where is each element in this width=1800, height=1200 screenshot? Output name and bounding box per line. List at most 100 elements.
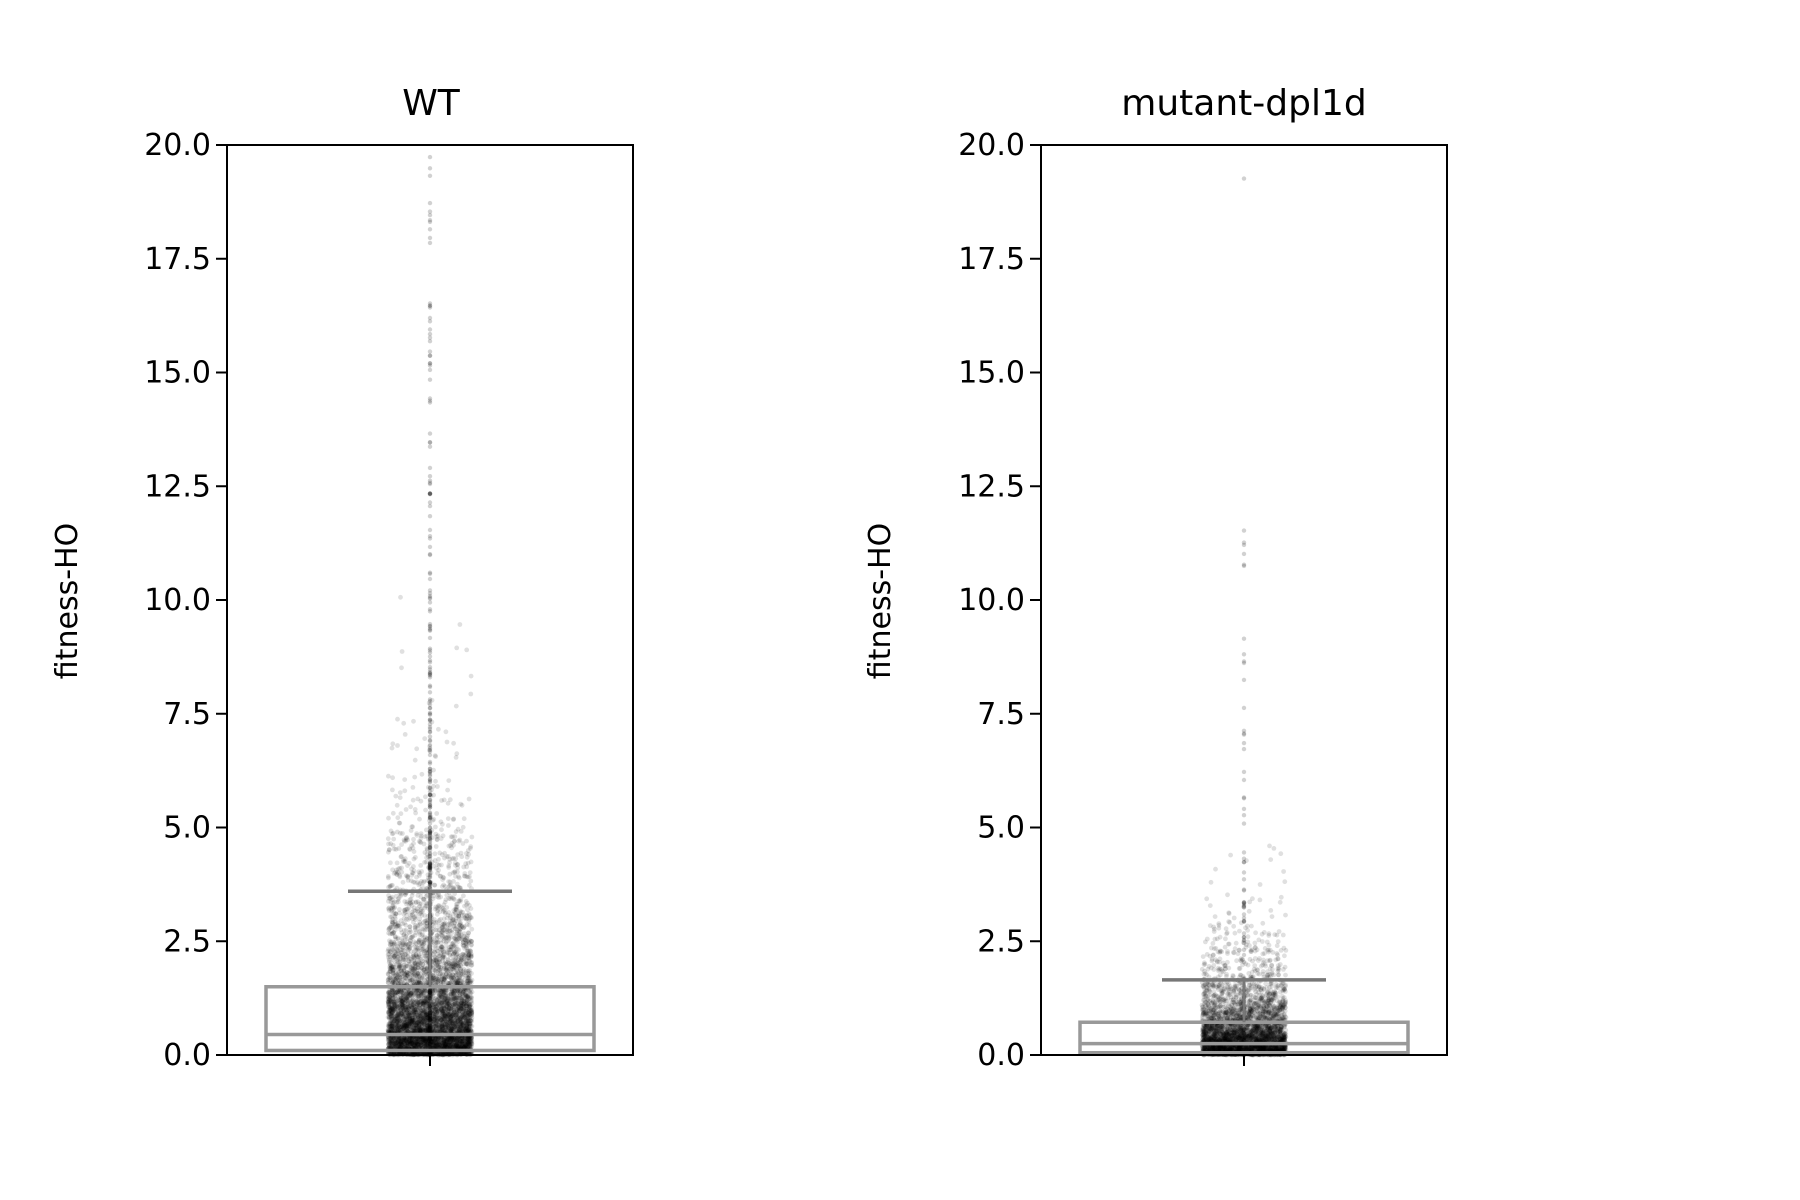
- data-point: [411, 836, 416, 842]
- data-point: [390, 775, 395, 781]
- y-tick-label: 0.0: [163, 1038, 211, 1073]
- data-point: [441, 1041, 447, 1047]
- data-point: [421, 1024, 427, 1030]
- data-point: [399, 842, 404, 847]
- data-point: [440, 909, 446, 914]
- data-point: [423, 1014, 429, 1020]
- data-point: [433, 1040, 439, 1046]
- data-point: [411, 955, 417, 961]
- data-point: [410, 990, 415, 996]
- data-point: [451, 1035, 456, 1041]
- data-point: [394, 860, 400, 866]
- data-point: [420, 1019, 426, 1025]
- data-point: [439, 827, 444, 833]
- data-point: [436, 726, 441, 732]
- data-point: [428, 1025, 433, 1031]
- data-point: [444, 1040, 449, 1045]
- data-point: [418, 999, 424, 1004]
- y-ticks: 0.02.55.07.510.012.515.017.520.0: [144, 128, 227, 1073]
- data-point: [441, 875, 447, 881]
- data-point: [452, 838, 457, 844]
- data-point: [401, 1000, 406, 1006]
- data-point: [426, 1038, 431, 1044]
- data-point: [404, 946, 410, 951]
- data-point: [386, 905, 392, 911]
- data-point: [411, 841, 416, 846]
- data-point: [408, 929, 414, 935]
- data-point: [397, 790, 403, 795]
- data-point: [445, 1013, 451, 1018]
- data-point: [468, 1013, 474, 1019]
- data-point: [394, 923, 400, 929]
- data-point: [428, 870, 434, 876]
- data-point: [457, 990, 463, 996]
- data-point: [464, 1000, 470, 1006]
- data-point: [435, 1016, 441, 1022]
- data-point: [416, 930, 422, 935]
- data-point: [434, 837, 440, 843]
- data-point: [415, 923, 421, 929]
- data-point: [461, 1041, 466, 1047]
- data-point: [414, 746, 420, 752]
- data-point: [386, 1009, 391, 1014]
- data-point: [439, 1016, 445, 1021]
- data-point: [401, 907, 407, 913]
- data-point: [408, 828, 414, 833]
- data-point: [459, 1020, 464, 1025]
- data-point: [421, 1021, 427, 1027]
- data-point: [439, 1013, 444, 1019]
- data-point: [430, 1039, 435, 1044]
- data-point: [425, 1022, 431, 1028]
- data-point: [405, 906, 411, 912]
- data-point: [411, 718, 416, 724]
- data-point: [460, 1044, 465, 1050]
- data-point: [418, 863, 424, 868]
- data-point: [390, 842, 396, 848]
- data-point: [425, 1015, 431, 1021]
- data-point: [426, 994, 431, 1000]
- data-point: [390, 979, 396, 984]
- data-point: [413, 927, 418, 933]
- data-point: [386, 1042, 391, 1047]
- data-point: [386, 926, 392, 932]
- data-point: [417, 816, 422, 822]
- data-point: [421, 1022, 427, 1028]
- data-point: [428, 1018, 434, 1024]
- data-point: [438, 819, 444, 825]
- data-point: [458, 989, 463, 994]
- data-point: [447, 922, 453, 928]
- data-point: [463, 899, 469, 904]
- data-point: [434, 974, 440, 980]
- data-point: [399, 649, 405, 654]
- data-point: [410, 797, 416, 803]
- data-point: [417, 916, 423, 922]
- data-point: [390, 974, 396, 979]
- y-tick-label: 5.0: [163, 811, 211, 846]
- data-point: [398, 1042, 404, 1047]
- data-point: [437, 927, 442, 933]
- data-point: [432, 954, 438, 960]
- data-point: [423, 794, 428, 800]
- data-point: [444, 998, 450, 1004]
- data-point: [411, 856, 417, 862]
- y-tick-label: 20.0: [144, 128, 211, 163]
- y-tick-label: 12.5: [144, 469, 211, 504]
- data-point: [456, 1012, 462, 1018]
- data-point: [385, 874, 391, 879]
- data-point: [417, 838, 422, 844]
- data-point: [445, 800, 451, 806]
- data-point: [398, 811, 404, 817]
- data-point: [407, 992, 413, 998]
- data-point: [417, 1027, 422, 1033]
- data-point: [460, 1002, 465, 1008]
- data-point: [445, 1001, 451, 1006]
- data-point: [390, 905, 395, 911]
- data-point: [392, 1037, 398, 1042]
- y-tick-label: 2.5: [163, 924, 211, 959]
- data-point: [442, 987, 447, 993]
- data-point: [468, 1027, 473, 1033]
- data-point: [460, 989, 466, 995]
- data-point: [421, 841, 427, 847]
- data-point: [427, 1009, 433, 1015]
